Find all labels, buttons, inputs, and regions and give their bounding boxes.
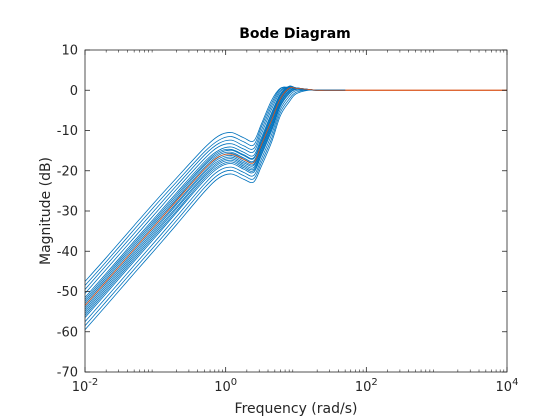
- chart-title: Bode Diagram: [239, 26, 351, 42]
- x-tick-label: 10-2: [72, 377, 99, 395]
- y-tick-label: -70: [57, 366, 78, 381]
- y-tick-label: -60: [57, 325, 78, 340]
- y-tick-label: -50: [57, 285, 78, 300]
- y-tick-label: -30: [57, 205, 78, 220]
- plot-area: [85, 50, 507, 372]
- x-tick-label: 104: [496, 377, 519, 395]
- y-tick-label: -20: [57, 164, 78, 179]
- x-tick-label: 102: [355, 377, 378, 395]
- y-tick-label: -40: [57, 245, 78, 260]
- y-axis-title: Magnitude (dB): [38, 157, 54, 265]
- x-tick-label: 100: [214, 377, 237, 395]
- y-tick-label: -10: [57, 124, 78, 139]
- y-tick-label: 0: [70, 84, 78, 99]
- nominal-response-line: [85, 87, 346, 306]
- series-layer: [85, 85, 507, 331]
- x-axis-title: Frequency (rad/s): [235, 401, 358, 417]
- y-tick-label: 10: [61, 44, 78, 59]
- sample-response-line-14: [85, 85, 346, 300]
